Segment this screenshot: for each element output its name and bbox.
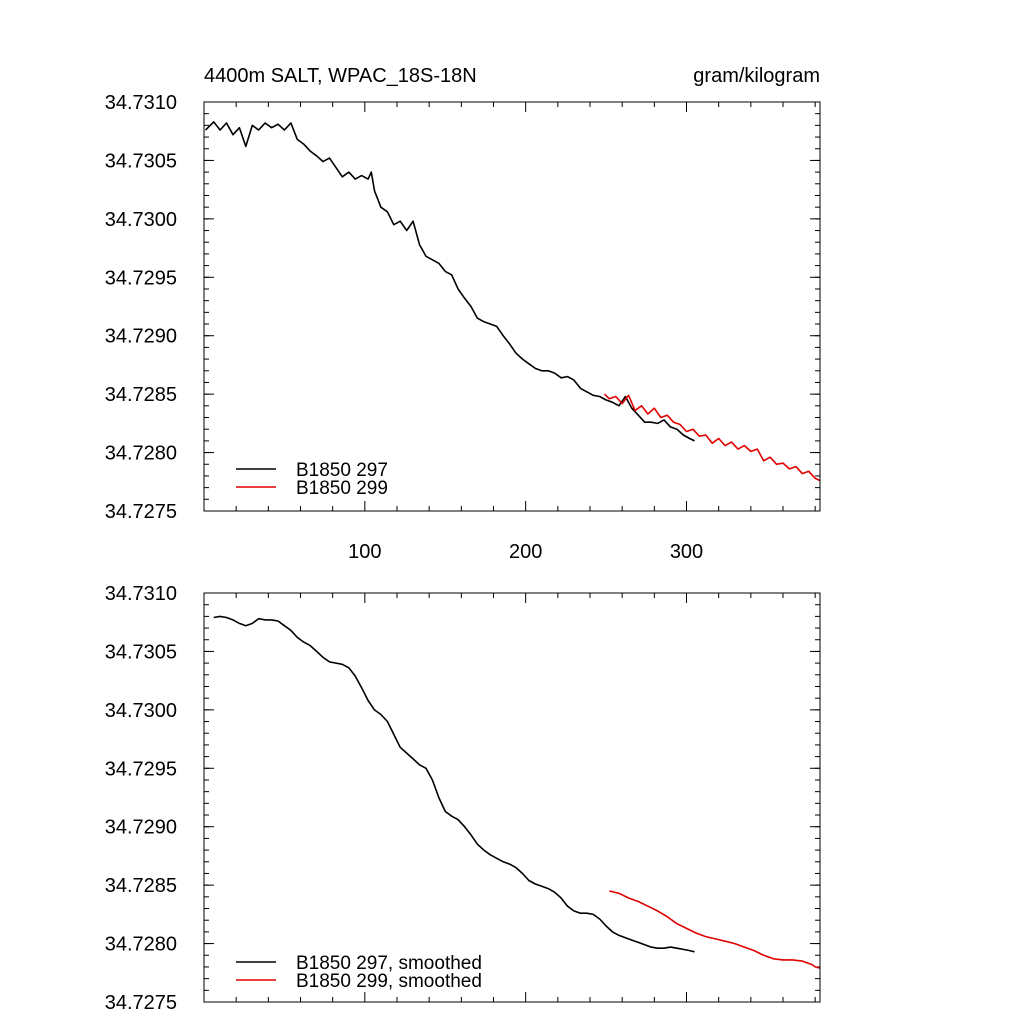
y-tick-label: 34.7295 bbox=[105, 758, 177, 780]
series-line-b1850-297-smoothed bbox=[213, 615, 695, 953]
y-tick-label: 34.7305 bbox=[105, 641, 177, 663]
legend-label: B1850 297, smoothed bbox=[296, 953, 482, 974]
top-panel: 4400m SALT, WPAC_18S-18N gram/kilogram 3… bbox=[105, 65, 821, 563]
y-tick-label: 34.7295 bbox=[105, 267, 177, 289]
plot-frame bbox=[203, 101, 821, 512]
y-tick-label: 34.7280 bbox=[105, 934, 177, 956]
y-tick-label: 34.7280 bbox=[105, 443, 177, 465]
y-tick-label: 34.7285 bbox=[105, 384, 177, 406]
y-tick-label: 34.7300 bbox=[105, 209, 177, 231]
legend-label: B1850 297 bbox=[296, 460, 388, 481]
x-tick-label: 100 bbox=[348, 541, 381, 563]
y-tick-label: 34.7310 bbox=[105, 583, 177, 605]
x-tick-label: 300 bbox=[670, 541, 703, 563]
y-tick-label: 34.7285 bbox=[105, 875, 177, 897]
units-label: gram/kilogram bbox=[693, 65, 820, 87]
y-tick-label: 34.7305 bbox=[105, 150, 177, 172]
x-tick-label: 200 bbox=[509, 541, 542, 563]
y-tick-label: 34.7275 bbox=[105, 501, 177, 523]
plot-frame bbox=[203, 592, 821, 1003]
y-tick-label: 34.7310 bbox=[105, 92, 177, 114]
series-line-b1850-299-smoothed bbox=[609, 890, 821, 969]
y-tick-label: 34.7300 bbox=[105, 700, 177, 722]
bottom-panel: 34.7275 34.7280 34.7285 34.7290 34.7295 34.73… bbox=[105, 583, 821, 1014]
series-line-b1850-299 bbox=[603, 393, 821, 482]
chart-title: 4400m SALT, WPAC_18S-18N bbox=[204, 65, 477, 87]
legend-label: B1850 299 bbox=[296, 478, 388, 499]
y-tick-label: 34.7275 bbox=[105, 992, 177, 1014]
legend-label: B1850 299, smoothed bbox=[296, 971, 482, 992]
y-tick-label: 34.7290 bbox=[105, 326, 177, 348]
y-tick-label: 34.7290 bbox=[105, 817, 177, 839]
series-line-b1850-297 bbox=[205, 121, 695, 442]
